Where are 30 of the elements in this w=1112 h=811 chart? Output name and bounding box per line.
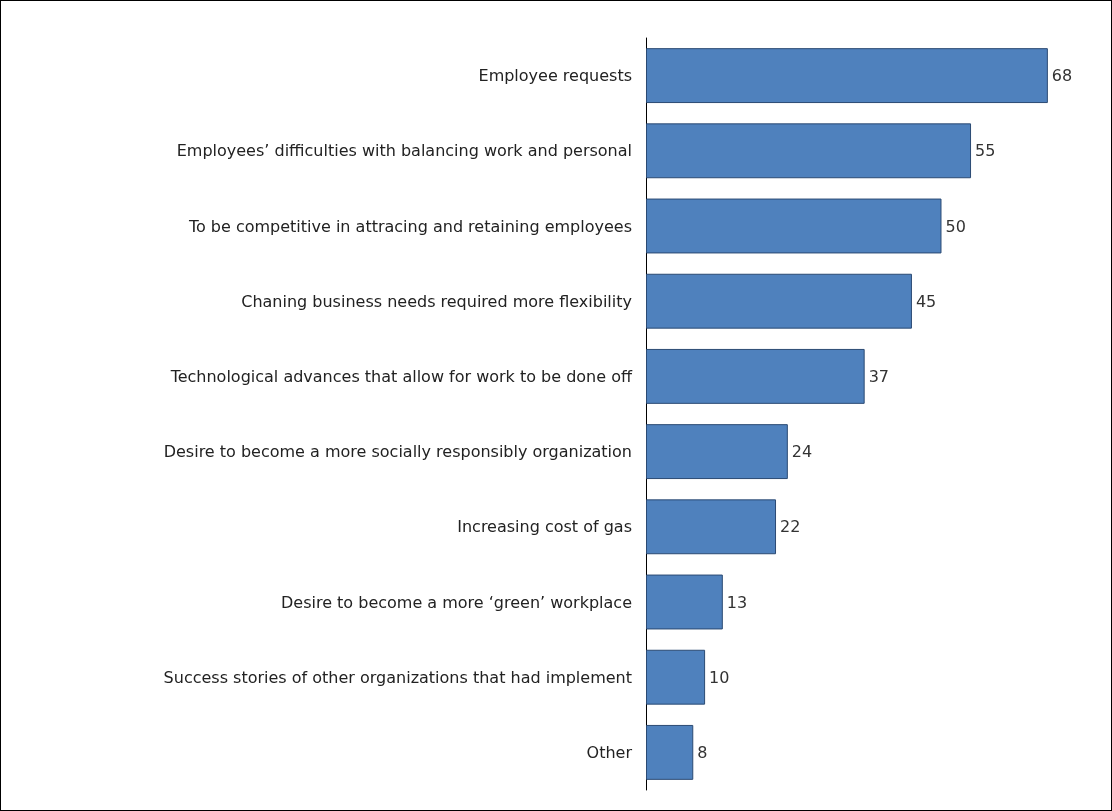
bar	[646, 724, 694, 780]
bar	[646, 348, 865, 404]
bar	[646, 273, 912, 329]
bar	[646, 574, 723, 630]
y-tick-label: Other	[586, 742, 633, 762]
y-tick-label: Chaning business needs required more flexibility	[241, 291, 632, 311]
bar	[646, 424, 788, 480]
y-tick-label: Desire to become a more ‘green’ workplace	[280, 592, 632, 612]
y-tick-label: Employee requests	[478, 66, 632, 86]
y-tick-label: Increasing cost of gas	[457, 517, 632, 537]
y-tick-label: Technological advances that allow for work to be done off	[169, 366, 633, 386]
y-tick-label: Success stories of other organizations that had implement	[163, 667, 632, 687]
data-label: 45	[915, 291, 937, 311]
y-tick-label: Desire to become a more socially responsibly organization	[163, 442, 632, 462]
data-label: 10	[709, 667, 730, 687]
data-label: 24	[791, 442, 813, 462]
y-tick-label: To be competitive in attracing and retaining employees	[187, 216, 632, 236]
bar	[646, 198, 942, 254]
bar	[646, 48, 1048, 104]
data-label: 13	[726, 592, 748, 612]
data-label: 37	[868, 366, 890, 386]
data-label: 8	[697, 742, 708, 762]
bar	[646, 123, 972, 179]
data-label: 55	[975, 141, 996, 161]
bar	[646, 649, 706, 705]
y-tick-label: Employees’ difficulties with balancing work and personal	[176, 141, 632, 161]
bar	[646, 499, 777, 555]
data-label: 22	[780, 517, 801, 537]
data-label: 68	[1051, 66, 1073, 86]
data-label: 50	[945, 216, 966, 236]
